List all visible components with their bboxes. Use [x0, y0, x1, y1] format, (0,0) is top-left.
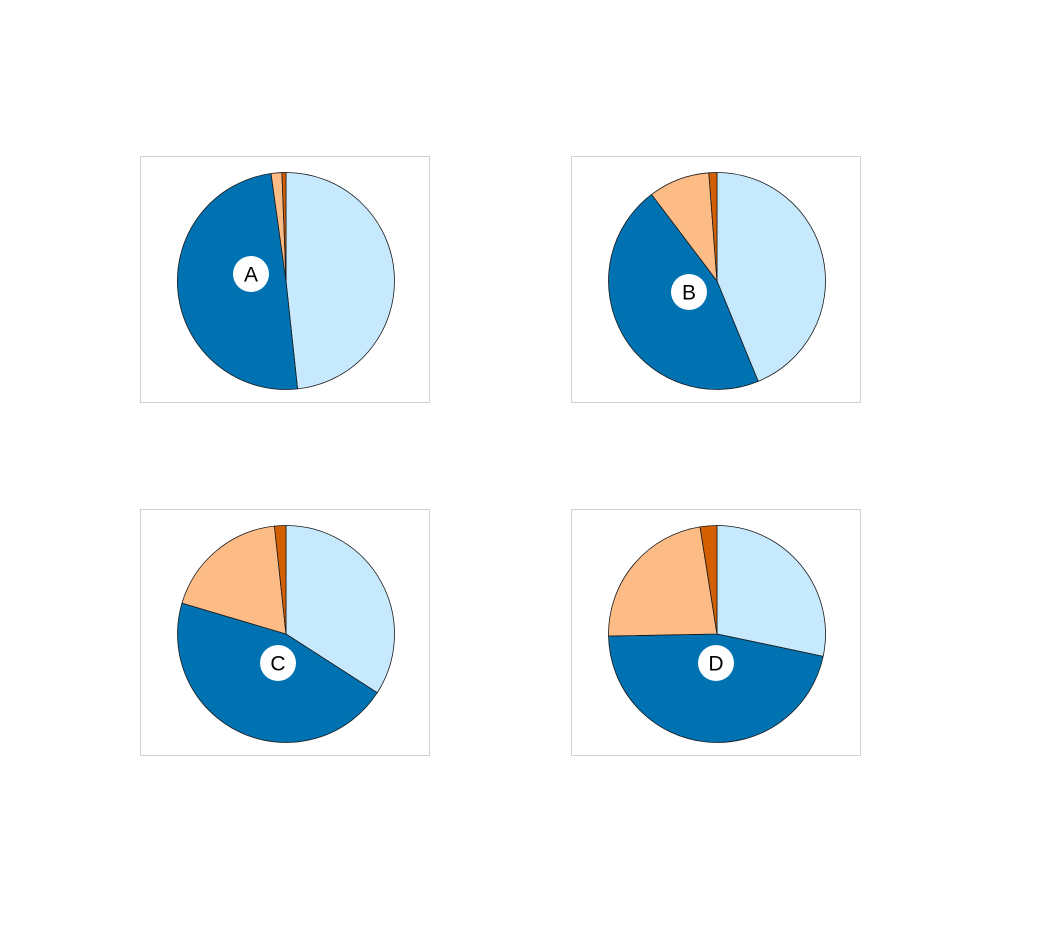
pie-d-slice-light-blue	[717, 526, 826, 657]
pie-label-b: B	[671, 274, 707, 310]
pie-label-d-text: D	[708, 653, 723, 676]
pie-panel-d: D	[571, 509, 861, 756]
pie-chart-a: A	[141, 157, 431, 404]
pie-d-slice-light-orange	[609, 527, 717, 636]
pie-panel-b: B	[571, 156, 861, 403]
pie-chart-d: D	[572, 510, 862, 757]
pie-panel-c: C	[140, 509, 430, 756]
pie-label-a: A	[233, 256, 269, 292]
pie-a-slice-light-blue	[286, 173, 394, 389]
pie-label-d: D	[698, 645, 734, 681]
pie-panel-a: A	[140, 156, 430, 403]
pie-label-c-text: C	[270, 653, 285, 676]
pie-label-b-text: B	[682, 282, 696, 305]
pie-chart-b: B	[572, 157, 862, 404]
pie-chart-c: C	[141, 510, 431, 757]
pie-label-a-text: A	[244, 264, 258, 287]
pie-label-c: C	[260, 645, 296, 681]
